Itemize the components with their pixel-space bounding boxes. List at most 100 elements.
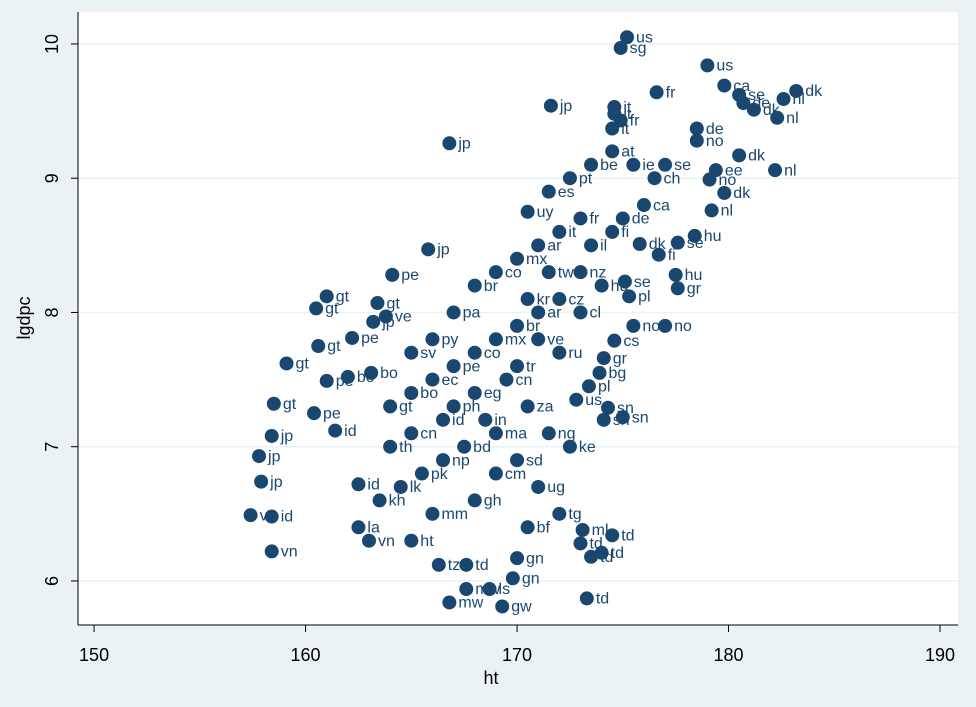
y-tick-label: 9 — [42, 173, 62, 183]
point-label: td — [621, 528, 634, 545]
point — [383, 399, 398, 414]
point-label: fi — [668, 247, 676, 264]
point — [573, 305, 588, 320]
point — [478, 412, 493, 427]
point — [378, 309, 393, 324]
point — [345, 330, 360, 345]
point — [520, 399, 535, 414]
point-label: ru — [568, 345, 582, 362]
point — [575, 522, 590, 537]
point-label: fr — [666, 85, 676, 102]
point — [543, 98, 558, 113]
point-label: tz — [448, 557, 460, 574]
point-label: id — [452, 412, 464, 429]
point — [488, 426, 503, 441]
point-label: br — [526, 318, 541, 335]
point-label: pl — [598, 379, 610, 396]
point — [768, 163, 783, 178]
point — [510, 251, 525, 266]
point — [319, 373, 334, 388]
point — [592, 365, 607, 380]
point-label: in — [494, 412, 506, 429]
point-label: jp — [457, 136, 471, 153]
point — [732, 148, 747, 163]
point — [383, 439, 398, 454]
point — [605, 224, 620, 239]
y-tick-label: 10 — [42, 34, 62, 54]
point — [264, 509, 279, 524]
point — [687, 228, 702, 243]
point — [607, 106, 622, 121]
point — [594, 278, 609, 293]
y-tick-label: 7 — [42, 442, 62, 452]
point — [562, 439, 577, 454]
point-label: br — [484, 278, 499, 295]
point-label: co — [505, 264, 522, 281]
point-label: dk — [805, 83, 823, 100]
point-label: tg — [568, 506, 581, 523]
point — [615, 211, 630, 226]
point — [615, 410, 630, 425]
point-label: th — [399, 439, 412, 456]
point-label: kr — [537, 291, 551, 308]
point — [254, 474, 269, 489]
point-label: jp — [436, 242, 450, 259]
point — [362, 533, 377, 548]
point-label: jp — [269, 474, 283, 491]
point-label: bo — [357, 369, 375, 386]
point — [658, 157, 673, 172]
point-label: mm — [441, 506, 468, 523]
point-label: ar — [547, 238, 562, 255]
point-label: jp — [280, 428, 294, 445]
point — [670, 281, 685, 296]
point — [541, 184, 556, 199]
point — [414, 466, 429, 481]
point — [607, 333, 622, 348]
point-label: us — [585, 392, 602, 409]
point-label: nl — [786, 110, 798, 127]
point — [442, 136, 457, 151]
point — [562, 171, 577, 186]
point-label: gr — [687, 281, 702, 298]
point-label: td — [611, 545, 624, 562]
point-label: id — [281, 509, 293, 526]
point-label: co — [484, 345, 501, 362]
point — [573, 536, 588, 551]
point-label: se — [748, 87, 765, 104]
point-label: dk — [733, 185, 751, 202]
point — [351, 477, 366, 492]
point — [457, 439, 472, 454]
point — [541, 265, 556, 280]
point — [436, 453, 451, 468]
point — [594, 545, 609, 560]
x-tick-label: 180 — [714, 645, 744, 665]
point — [632, 236, 647, 251]
point — [495, 599, 510, 614]
point — [488, 265, 503, 280]
point — [499, 372, 514, 387]
point-label: fr — [589, 211, 599, 228]
point — [584, 238, 599, 253]
point-label: bo — [380, 365, 398, 382]
point-label: bd — [473, 439, 491, 456]
point-label: hu — [611, 278, 629, 295]
point — [510, 359, 525, 374]
point — [552, 506, 567, 521]
point-label: de — [706, 121, 724, 138]
point-label: sn — [613, 412, 630, 429]
point-label: ma — [505, 426, 527, 443]
point — [700, 58, 715, 73]
point — [488, 332, 503, 347]
point — [311, 339, 326, 354]
point-label: pe — [463, 358, 481, 375]
point-label: gt — [325, 301, 339, 318]
point — [670, 235, 685, 250]
point-label: it — [623, 106, 632, 123]
point — [264, 428, 279, 443]
point — [459, 557, 474, 572]
point — [351, 520, 366, 535]
point-label: ml — [592, 522, 609, 539]
point-label: eg — [484, 385, 502, 402]
